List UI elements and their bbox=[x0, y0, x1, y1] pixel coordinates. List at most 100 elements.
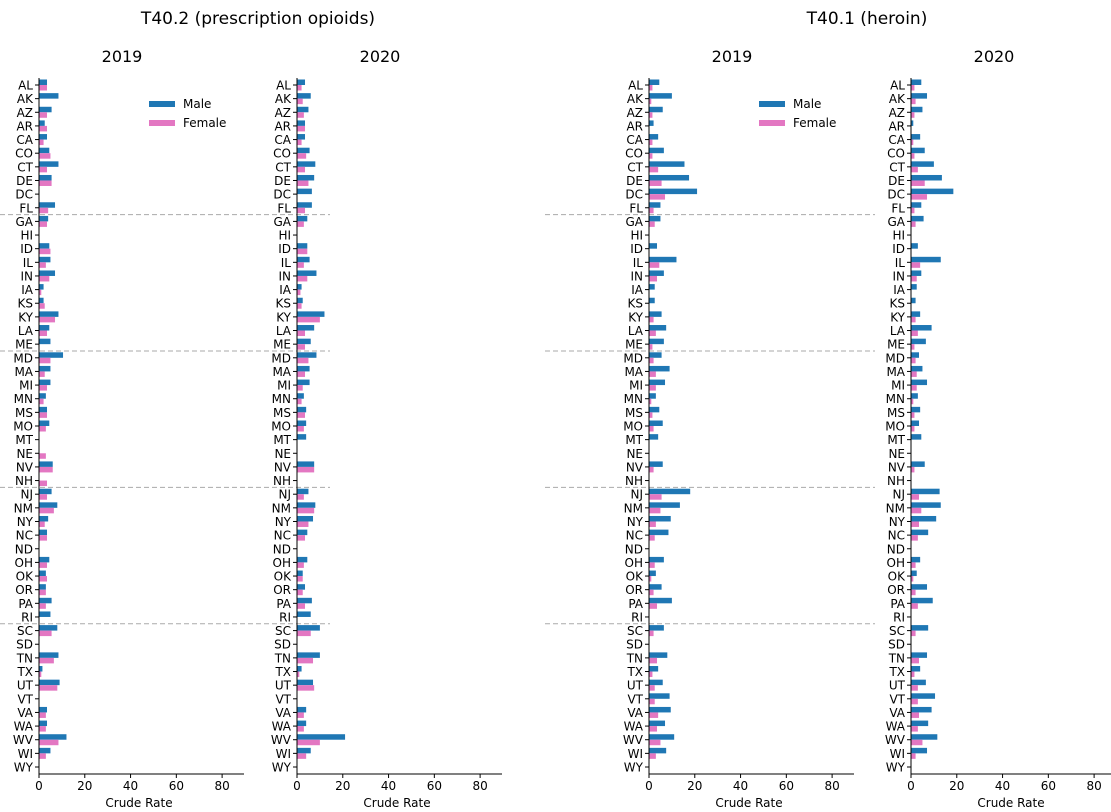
bar-female-ca bbox=[649, 139, 653, 146]
bar-female-in bbox=[649, 275, 658, 282]
y-tick-label-tx: TX bbox=[16, 665, 33, 679]
bar-female-ak bbox=[649, 98, 652, 105]
bar-female-in bbox=[911, 275, 917, 282]
bar-male-mi bbox=[649, 379, 666, 386]
bar-male-ar bbox=[39, 120, 45, 126]
bar-male-ut bbox=[649, 679, 663, 686]
y-tick-label-ia: IA bbox=[279, 283, 292, 297]
y-tick-label-me: ME bbox=[625, 338, 643, 352]
bar-male-ky bbox=[39, 311, 59, 317]
bar-male-md bbox=[911, 352, 920, 358]
y-tick-label-co: CO bbox=[625, 147, 643, 161]
y-tick-label-in: IN bbox=[278, 269, 291, 283]
bar-male-nc bbox=[39, 529, 48, 536]
y-tick-label-wa: WA bbox=[14, 720, 34, 734]
bar-female-nc bbox=[911, 535, 918, 541]
bar-female-or bbox=[911, 589, 916, 596]
bar-male-mt bbox=[297, 434, 307, 440]
bar-female-ar bbox=[39, 125, 48, 132]
bar-male-ga bbox=[297, 215, 308, 222]
y-tick-label-wi: WI bbox=[276, 747, 291, 761]
bar-female-ms bbox=[39, 412, 48, 418]
bar-male-mn bbox=[297, 393, 304, 399]
bar-male-ca bbox=[649, 134, 659, 140]
y-tick-label-hi: HI bbox=[892, 229, 905, 243]
y-tick-label-id: ID bbox=[630, 242, 643, 256]
y-tick-label-wi: WI bbox=[890, 747, 905, 761]
bar-male-me bbox=[39, 338, 51, 345]
y-tick-label-md: MD bbox=[885, 351, 905, 365]
y-tick-label-ga: GA bbox=[887, 215, 905, 229]
bar-male-mo bbox=[39, 420, 50, 426]
bar-male-mi bbox=[297, 379, 310, 386]
y-tick-label-va: VA bbox=[889, 706, 905, 720]
bar-male-wa bbox=[297, 720, 307, 727]
bar-male-nc bbox=[911, 529, 929, 536]
y-tick-label-wv: WV bbox=[271, 733, 292, 747]
bar-male-ga bbox=[911, 215, 924, 222]
bar-male-fl bbox=[39, 202, 56, 208]
bar-male-sc bbox=[297, 625, 320, 631]
y-tick-label-la: LA bbox=[18, 324, 34, 338]
bar-female-nm bbox=[297, 507, 315, 514]
bar-female-md bbox=[649, 357, 654, 364]
bar-female-wi bbox=[649, 753, 656, 759]
bar-female-ky bbox=[39, 316, 56, 323]
bar-female-md bbox=[911, 357, 916, 364]
y-tick-label-ne: NE bbox=[888, 447, 905, 461]
bar-female-nm bbox=[649, 507, 661, 514]
bar-male-ny bbox=[39, 515, 49, 522]
x-tick-label: 80 bbox=[214, 779, 229, 793]
bar-male-ca bbox=[39, 134, 48, 140]
bar-male-al bbox=[39, 79, 48, 85]
bar-female-sc bbox=[649, 630, 654, 637]
bar-female-tn bbox=[297, 657, 314, 664]
y-tick-label-nd: ND bbox=[273, 542, 291, 556]
bar-male-ak bbox=[297, 93, 311, 99]
bar-female-az bbox=[649, 112, 653, 118]
bar-male-al bbox=[649, 79, 660, 85]
bar-male-fl bbox=[297, 202, 312, 208]
y-tick-label-sc: SC bbox=[275, 624, 291, 638]
bar-female-co bbox=[649, 153, 653, 159]
y-tick-label-ms: MS bbox=[625, 406, 643, 420]
bar-female-nv bbox=[911, 466, 915, 473]
bar-male-ms bbox=[911, 406, 921, 413]
bar-female-ar bbox=[297, 125, 306, 132]
y-tick-label-ar: AR bbox=[274, 119, 291, 133]
bar-male-ar bbox=[649, 120, 654, 126]
bar-female-ok bbox=[911, 576, 914, 582]
bar-male-md bbox=[39, 352, 64, 358]
y-tick-label-az: AZ bbox=[889, 106, 905, 120]
bar-female-az bbox=[39, 112, 48, 118]
y-tick-label-ar: AR bbox=[16, 119, 33, 133]
x-tick-label: 20 bbox=[77, 779, 92, 793]
bar-male-pa bbox=[39, 597, 52, 604]
bar-female-co bbox=[911, 153, 915, 159]
bar-female-il bbox=[297, 262, 304, 268]
bar-male-ms bbox=[39, 406, 48, 413]
y-tick-label-vt: VT bbox=[889, 692, 905, 706]
bar-female-ny bbox=[297, 521, 309, 527]
bar-male-nc bbox=[297, 529, 308, 536]
bar-male-mt bbox=[911, 434, 922, 440]
bar-female-la bbox=[297, 330, 306, 337]
bar-female-oh bbox=[911, 562, 916, 568]
y-tick-label-ny: NY bbox=[275, 515, 292, 529]
y-tick-label-ky: KY bbox=[276, 310, 291, 324]
y-tick-label-fl: FL bbox=[891, 201, 905, 215]
bar-male-co bbox=[39, 147, 50, 154]
bar-female-mn bbox=[39, 398, 44, 405]
y-tick-label-ct: CT bbox=[17, 160, 33, 174]
y-tick-label-in: IN bbox=[892, 269, 905, 283]
y-tick-label-tn: TN bbox=[888, 651, 905, 665]
bar-male-ga bbox=[649, 215, 661, 222]
y-tick-label-wv: WV bbox=[885, 733, 906, 747]
y-tick-label-ia: IA bbox=[21, 283, 34, 297]
y-tick-label-fl: FL bbox=[19, 201, 33, 215]
y-tick-label-ia: IA bbox=[631, 283, 644, 297]
y-tick-label-mi: MI bbox=[19, 379, 33, 393]
bar-female-wi bbox=[297, 753, 307, 759]
y-tick-label-fl: FL bbox=[629, 201, 643, 215]
y-tick-label-ri: RI bbox=[893, 610, 905, 624]
